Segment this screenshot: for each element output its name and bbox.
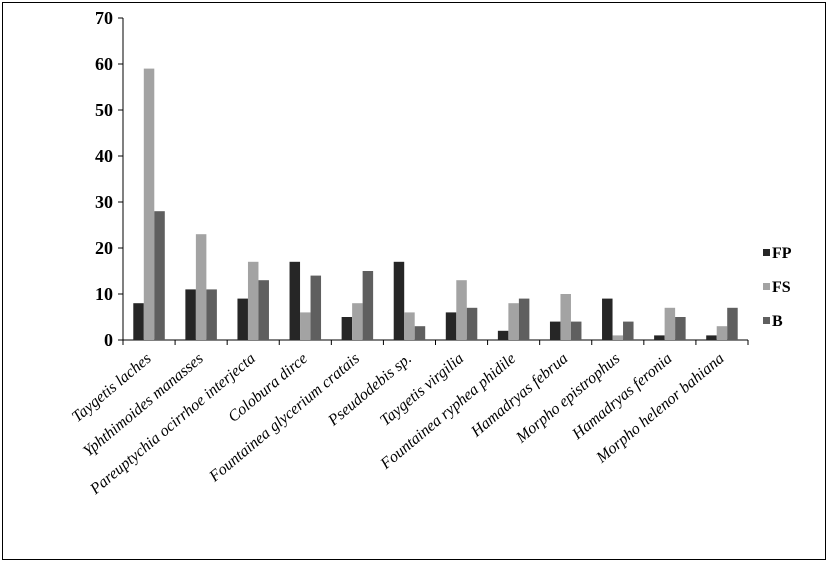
bar-fp [602, 298, 613, 340]
bar-fp [654, 335, 665, 340]
bars [133, 68, 738, 340]
bar-fp [393, 261, 405, 340]
bar-fp [497, 330, 509, 340]
bar-fp [706, 335, 717, 340]
bar-fp [549, 321, 561, 340]
y-tick-label: 50 [95, 100, 113, 120]
legend-swatch-fs [763, 283, 770, 290]
bar-fs [560, 294, 571, 340]
bar-fp [341, 317, 353, 340]
legend-swatch-fp [763, 249, 770, 256]
bar-fs [300, 312, 311, 340]
y-tick-label: 70 [95, 8, 113, 28]
legend-swatch-b [763, 317, 770, 324]
bar-fp [133, 303, 144, 340]
legend-label-fs: FS [772, 279, 791, 296]
y-axis: 0 10 20 30 40 50 60 70 [95, 8, 124, 350]
bar-b [623, 321, 634, 340]
bar-fs [664, 307, 676, 340]
y-tick-label: 60 [95, 54, 113, 74]
bar-fs [404, 312, 415, 340]
bar-fs [143, 68, 155, 340]
bar-b [362, 271, 374, 340]
y-tick-label: 30 [95, 192, 113, 212]
bar-b [154, 211, 165, 340]
bar-fs [195, 234, 207, 340]
bar-fs [456, 280, 467, 340]
bar-fs [352, 303, 363, 340]
bar-fp [289, 261, 301, 340]
bar-b [310, 275, 322, 340]
bar-b [675, 317, 686, 340]
bar-fs [247, 261, 259, 340]
y-tick-label: 10 [95, 284, 113, 304]
y-tick-label: 20 [95, 238, 113, 258]
bar-b [570, 321, 582, 340]
bar-b [414, 326, 426, 340]
bar-fs [716, 326, 728, 340]
bar-b [258, 280, 269, 340]
bar-fs [508, 303, 519, 340]
bar-b [518, 298, 530, 340]
bar-fs [612, 335, 624, 340]
bar-b [466, 307, 478, 340]
y-tick-label: 40 [95, 146, 113, 166]
bar-fp [445, 312, 457, 340]
bar-b [206, 289, 217, 340]
bar-b [727, 307, 738, 340]
bar-fp [237, 298, 248, 340]
legend-label-b: B [772, 313, 783, 330]
bar-fp [185, 289, 196, 340]
legend: FP FS B [763, 245, 792, 330]
grouped-bar-chart: 0 10 20 30 40 50 60 70 Taygetis lachesYphthimoi… [69, 8, 792, 499]
y-tick-label: 0 [104, 330, 113, 350]
legend-label-fp: FP [772, 245, 792, 262]
